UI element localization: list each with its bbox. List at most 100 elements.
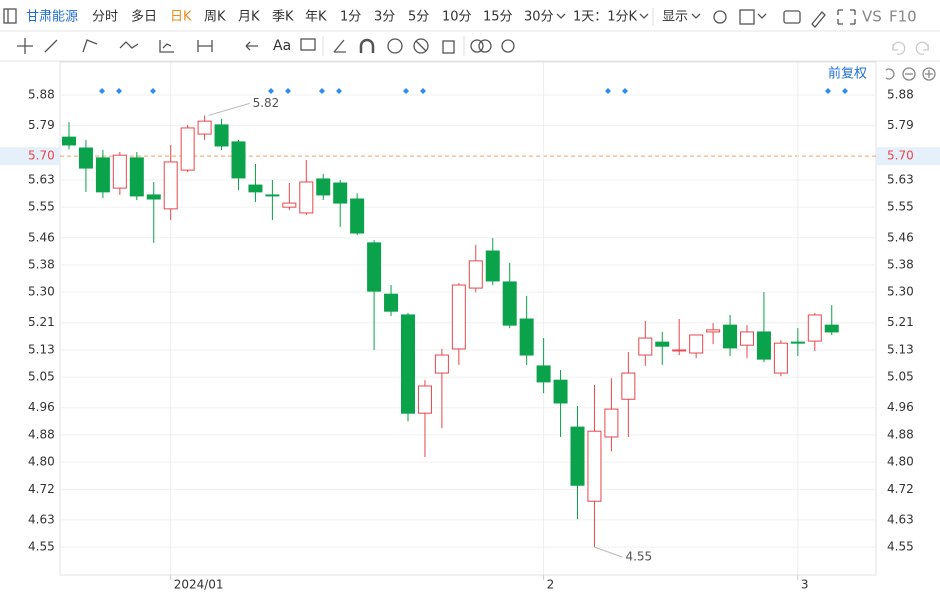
angle-tool[interactable] [333,39,346,53]
period-tab[interactable]: 日K [170,10,192,25]
move-tool[interactable] [17,38,33,54]
candle-body [824,324,839,333]
period-tab[interactable]: 季K [272,10,294,25]
max-label: 5.82 [253,96,280,110]
vs-button[interactable]: VS [862,8,882,26]
y-tick-label: 4.55 [28,540,55,554]
reset-icon[interactable] [885,68,895,80]
adjust-menu[interactable]: 前复权 [828,66,867,82]
y-tick-label: 4.63 [887,512,914,526]
magnet-tool[interactable] [359,38,375,53]
candle-body [451,284,466,350]
candle-body [536,365,551,383]
y-tick-label: 5.88 [28,87,55,101]
period-tab[interactable]: 15分 [483,10,513,25]
candle-body [502,281,517,326]
panel-icon[interactable] [3,8,17,24]
layout-icon[interactable] [739,9,755,25]
compare-tool[interactable] [470,39,484,53]
period-tab[interactable]: 分时 [92,10,118,25]
interval-select[interactable]: 1天：1分K [573,10,638,25]
text-tool[interactable]: Aa [273,38,291,54]
y-tick-label: 5.70 [28,149,55,163]
fib-tool[interactable] [159,40,174,53]
y-tick-label: 5.63 [887,172,914,186]
period-tab[interactable]: 5分 [408,10,429,25]
candle-body [112,154,127,189]
period-tab[interactable]: 1分 [340,10,361,25]
candle-body [519,318,534,356]
candle-body [350,198,365,234]
y-tick-label: 4.88 [887,427,914,441]
price-highlight [876,147,940,166]
f10-button[interactable]: F10 [889,8,917,26]
candle-body [756,331,771,360]
zoom-out[interactable] [902,67,916,81]
x-tick-label: 2024/01 [174,578,224,592]
wave-tool[interactable] [119,41,139,49]
period-tab[interactable]: 10分 [442,10,472,25]
y-tick-label: 5.88 [887,87,914,101]
candle-body [333,182,348,204]
candle-body [299,181,314,214]
channel-tool[interactable] [82,39,98,53]
arrow-tool[interactable] [245,41,258,51]
candle-body [553,379,568,404]
period-tab[interactable]: 多日 [131,9,157,25]
candle-body [468,260,483,289]
y-tick-label: 5.30 [28,285,55,299]
y-tick-label: 4.96 [887,400,914,414]
min-label: 4.55 [625,550,652,564]
zoom-in[interactable] [922,67,936,81]
settings-icon[interactable] [713,10,727,24]
tool-settings[interactable] [501,39,515,53]
candle-body [214,124,229,147]
candle-body [231,141,246,179]
y-tick-label: 5.46 [887,230,914,244]
y-tick-label: 4.63 [28,512,55,526]
annotation-leader [208,102,250,116]
line-tool[interactable] [44,39,58,53]
candle-body [146,194,161,200]
toolbar: 甘肃能源 分时 多日 日K 周K 月K 季K 年K 1分 3分 5分 10分 15分 30分 1天：1分… [3,8,917,28]
hide-tool[interactable] [413,38,429,54]
y-tick-label: 4.88 [28,427,55,441]
event-markers [99,88,848,94]
candle-body [723,324,738,349]
y-tick-label: 5.79 [887,118,914,132]
candle-body [129,157,144,197]
candle-body [570,426,585,486]
period-tab[interactable]: 月K [238,10,260,25]
note-tool[interactable] [300,38,316,51]
fullscreen-icon[interactable] [837,9,856,25]
period-tab[interactable]: 3分 [374,10,395,25]
candle-body [621,372,636,400]
y-tick-label: 5.13 [887,342,914,356]
y-tick-label: 4.80 [887,455,914,469]
y-tick-label: 5.55 [28,200,55,214]
period-tab[interactable]: 30分 [524,10,554,25]
measure-tool[interactable] [197,40,213,52]
candle-body [706,329,721,333]
display-menu[interactable]: 显示 [662,10,688,25]
period-tab[interactable]: 年K [305,10,327,25]
candle-body [401,314,415,414]
y-tick-label: 4.72 [887,482,914,496]
candle-body [604,408,619,438]
camera-icon[interactable] [783,10,801,24]
candle-body [95,157,110,193]
period-tab[interactable]: 周K [204,10,226,25]
stock-name[interactable]: 甘肃能源 [26,10,78,25]
candle-body [587,430,602,502]
redo[interactable] [915,41,929,55]
delete-tool[interactable] [442,40,455,54]
candle-body [384,293,399,312]
eye-tool[interactable] [387,38,403,54]
y-tick-label: 4.72 [28,482,55,496]
y-tick-label: 5.21 [28,315,55,329]
candle-body [638,337,653,356]
candle-body [62,136,76,146]
undo[interactable] [892,41,906,55]
draw-icon[interactable] [811,11,826,28]
candle-body [807,314,822,342]
